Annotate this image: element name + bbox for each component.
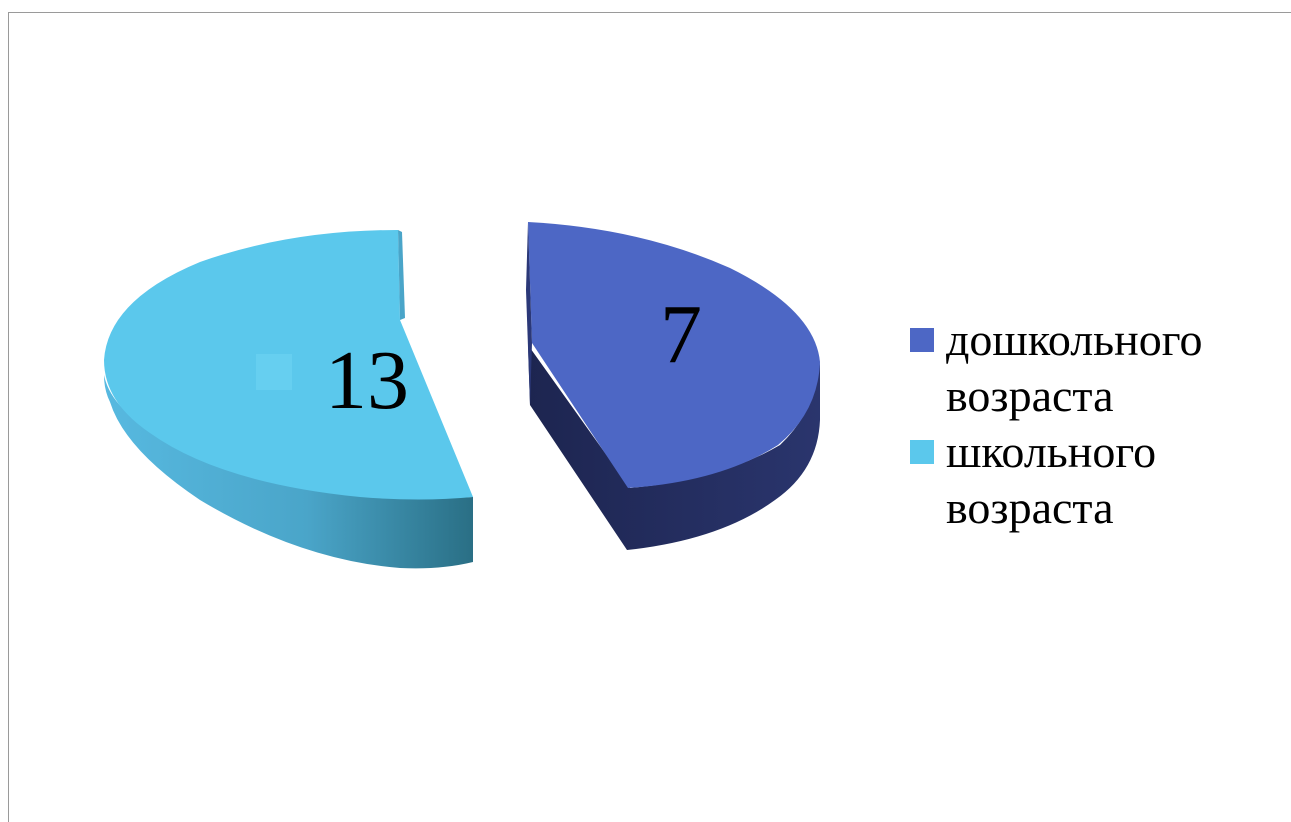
legend-item-preschool: дошкольного возраста [910, 312, 1246, 424]
data-label-marker [256, 354, 292, 390]
legend-swatch-school [910, 440, 934, 464]
pie-slice-school-edge [398, 230, 405, 320]
legend-label-preschool: дошкольного возраста [946, 314, 1203, 421]
pie-slice-preschool-edge [526, 222, 532, 405]
pie-slice-preschool-side [528, 345, 820, 550]
legend-label-school: школьного возраста [946, 426, 1157, 533]
legend: дошкольного возраста школьного возраста [910, 312, 1280, 536]
data-label-preschool: 7 [660, 288, 702, 381]
legend-item-school: школьного возраста [910, 424, 1246, 536]
data-label-school: 13 [325, 334, 409, 427]
legend-swatch-preschool [910, 328, 934, 352]
pie-slice-preschool [528, 222, 820, 488]
pie-slice-school-side [104, 375, 473, 569]
